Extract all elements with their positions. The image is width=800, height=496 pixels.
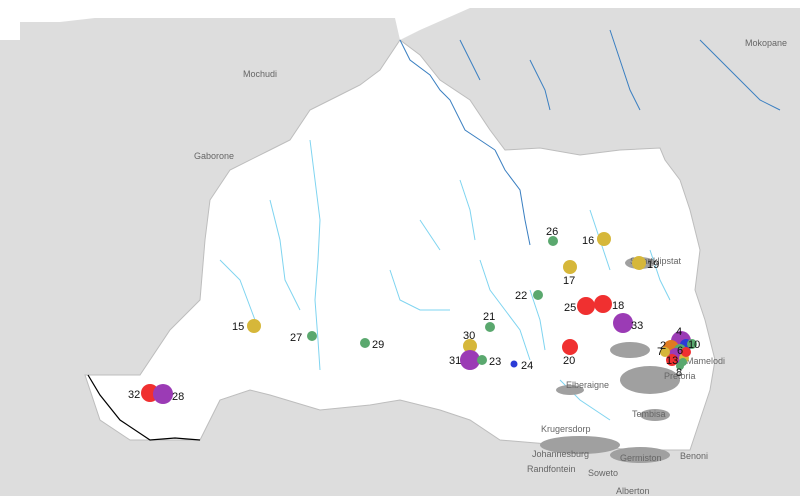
marker-22-circle[interactable] — [533, 290, 543, 300]
urban-areas — [540, 257, 680, 463]
rivers — [399, 29, 781, 246]
marker-1-circle[interactable] — [681, 347, 691, 357]
marker-8-label: 8 — [676, 367, 682, 379]
marker-27-circle[interactable] — [307, 331, 317, 341]
marker-25-circle[interactable] — [577, 297, 595, 315]
marker-32-label: 32 — [128, 389, 140, 401]
marker-7-label: 7 — [657, 346, 663, 358]
town-mokopane: Mokopane — [745, 38, 787, 48]
town-tembisa: Tembisa — [632, 409, 666, 419]
marker-20-label: 20 — [563, 355, 575, 367]
marker-21-circle[interactable] — [485, 322, 495, 332]
town-mochudi: Mochudi — [243, 69, 277, 79]
marker-23-circle[interactable] — [477, 355, 487, 365]
marker-labels: 32 28 15 27 29 30 21 31 23 24 26 16 17 1… — [128, 226, 700, 403]
marker-7-circle[interactable] — [660, 347, 670, 357]
marker-30-circle[interactable] — [463, 339, 477, 353]
marker-22-label: 22 — [515, 290, 527, 302]
marker-33-label: 33 — [631, 320, 643, 332]
town-krugersdorp: Krugersdorp — [541, 424, 591, 434]
station-markers — [141, 232, 697, 404]
marker-30-label: 30 — [463, 330, 475, 342]
marker-15-label: 15 — [232, 321, 244, 333]
marker-23-label: 23 — [489, 356, 501, 368]
marker-31-label: 31 — [449, 355, 461, 367]
town-randfontein: Randfontein — [527, 464, 576, 474]
outside-area-left — [0, 0, 20, 40]
marker-26-label: 26 — [546, 226, 558, 238]
marker-24-label: 24 — [521, 360, 533, 372]
marker-17-circle[interactable] — [563, 260, 577, 274]
marker-26-circle[interactable] — [548, 236, 558, 246]
marker-27-label: 27 — [290, 332, 302, 344]
town-swartklipstat: Swartklipstat — [630, 256, 682, 266]
marker-19-circle[interactable] — [632, 256, 646, 270]
town-gaborone: Gaborone — [194, 151, 234, 161]
marker-4-label: 4 — [676, 326, 682, 338]
marker-8-circle[interactable] — [676, 362, 684, 370]
marker-10-circle[interactable] — [687, 339, 697, 349]
town-alberton: Alberton — [616, 486, 650, 496]
marker-13-label: 13 — [666, 355, 678, 367]
marker-28-label: 28 — [172, 391, 184, 403]
marker-18-circle[interactable] — [594, 295, 612, 313]
marker-29-circle[interactable] — [360, 338, 370, 348]
marker-20-circle[interactable] — [562, 339, 578, 355]
marker-31-circle[interactable] — [460, 350, 480, 370]
marker-10-label: 10 — [688, 339, 700, 351]
marker-18-label: 18 — [612, 300, 624, 312]
town-johannesburg: Johannesburg — [532, 449, 589, 459]
town-mamelodi: Mamelodi — [686, 356, 725, 366]
marker-19-label: 19 — [647, 259, 659, 271]
catchment-area — [84, 39, 716, 451]
town-pretoria: Pretoria — [664, 371, 696, 381]
town-soweto: Soweto — [588, 468, 618, 478]
town-benoni: Benoni — [680, 451, 708, 461]
marker-6-label: 6 — [677, 345, 683, 357]
marker-15-circle[interactable] — [247, 319, 261, 333]
marker-24-circle[interactable] — [510, 360, 518, 368]
marker-33-circle[interactable] — [613, 313, 633, 333]
town-elberaigne: Elberaigne — [566, 380, 609, 390]
marker-17-label: 17 — [563, 275, 575, 287]
marker-16-circle[interactable] — [597, 232, 611, 246]
marker-21-label: 21 — [483, 311, 495, 323]
marker-11-circle[interactable] — [666, 354, 678, 366]
boundary-highlight — [87, 374, 201, 441]
marker-25-label: 25 — [564, 302, 576, 314]
marker-28-circle[interactable] — [153, 384, 173, 404]
outside-area-top — [0, 0, 800, 40]
marker-2-label: 2 — [660, 340, 666, 352]
town-labels: Mokopane Mochudi Gaborone Swartklipstat … — [194, 38, 787, 496]
marker-16-label: 16 — [582, 235, 594, 247]
town-germiston: Germiston — [620, 453, 662, 463]
marker-29-label: 29 — [372, 339, 384, 351]
